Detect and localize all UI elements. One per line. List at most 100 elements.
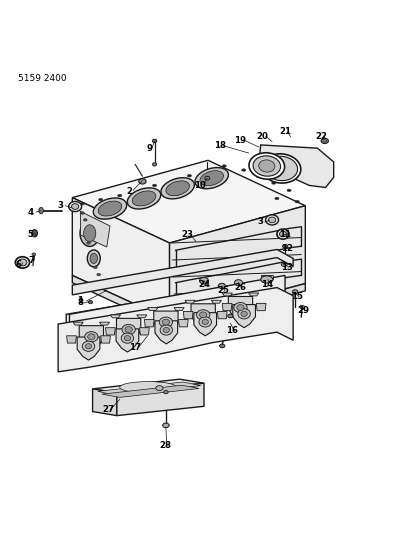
Ellipse shape	[277, 229, 289, 239]
Text: 11: 11	[279, 230, 291, 239]
Text: 1: 1	[78, 296, 83, 305]
Polygon shape	[93, 379, 204, 393]
Ellipse shape	[253, 156, 281, 176]
Ellipse shape	[122, 325, 135, 335]
Text: 5: 5	[28, 230, 33, 239]
Ellipse shape	[295, 200, 299, 203]
Text: 26: 26	[235, 283, 246, 292]
Text: 9: 9	[146, 144, 152, 154]
Text: 16: 16	[226, 326, 238, 335]
Ellipse shape	[249, 153, 285, 179]
Ellipse shape	[16, 257, 29, 268]
Ellipse shape	[234, 280, 242, 286]
Ellipse shape	[164, 391, 168, 394]
Ellipse shape	[152, 139, 157, 142]
Text: 14: 14	[261, 280, 273, 289]
Text: 8: 8	[78, 298, 83, 308]
Text: 19: 19	[235, 135, 246, 144]
Polygon shape	[154, 311, 178, 334]
Polygon shape	[217, 311, 227, 319]
Polygon shape	[102, 385, 199, 398]
Ellipse shape	[272, 182, 276, 184]
Ellipse shape	[293, 290, 298, 294]
Ellipse shape	[205, 176, 210, 180]
Polygon shape	[155, 321, 177, 344]
Text: 25: 25	[217, 286, 229, 295]
Text: 3: 3	[258, 217, 264, 227]
Text: 23: 23	[182, 230, 194, 239]
Ellipse shape	[32, 230, 38, 237]
Ellipse shape	[84, 219, 87, 221]
Ellipse shape	[132, 191, 156, 206]
Ellipse shape	[237, 305, 244, 311]
Ellipse shape	[202, 319, 208, 325]
Polygon shape	[257, 145, 334, 188]
Polygon shape	[211, 300, 222, 303]
Ellipse shape	[220, 344, 225, 348]
Polygon shape	[72, 160, 305, 243]
Polygon shape	[233, 304, 255, 328]
Ellipse shape	[121, 333, 134, 343]
Ellipse shape	[93, 198, 127, 219]
Ellipse shape	[283, 245, 288, 248]
Polygon shape	[191, 304, 215, 327]
Ellipse shape	[162, 319, 170, 325]
Polygon shape	[77, 337, 100, 360]
Ellipse shape	[163, 327, 169, 333]
Ellipse shape	[18, 259, 27, 266]
Ellipse shape	[242, 169, 246, 171]
Ellipse shape	[159, 317, 173, 327]
Polygon shape	[185, 300, 195, 303]
Ellipse shape	[299, 305, 304, 309]
Text: 5159 2400: 5159 2400	[18, 74, 66, 83]
Polygon shape	[117, 383, 204, 416]
Polygon shape	[137, 315, 147, 318]
Ellipse shape	[241, 311, 247, 317]
Polygon shape	[72, 198, 170, 320]
Ellipse shape	[261, 154, 301, 183]
Polygon shape	[116, 329, 139, 352]
Ellipse shape	[97, 273, 100, 276]
Polygon shape	[183, 311, 193, 319]
Text: 10: 10	[194, 181, 206, 190]
Ellipse shape	[32, 253, 35, 256]
Ellipse shape	[85, 344, 92, 349]
Ellipse shape	[275, 197, 279, 200]
Ellipse shape	[187, 174, 191, 177]
Text: 6: 6	[16, 260, 21, 269]
Ellipse shape	[39, 207, 43, 214]
Ellipse shape	[139, 179, 146, 184]
Ellipse shape	[238, 309, 251, 319]
Ellipse shape	[93, 266, 97, 269]
Ellipse shape	[222, 165, 226, 167]
Polygon shape	[111, 315, 120, 318]
Ellipse shape	[84, 225, 96, 242]
Text: 29: 29	[297, 306, 309, 315]
Text: 18: 18	[214, 141, 226, 150]
Ellipse shape	[89, 301, 93, 304]
Ellipse shape	[218, 284, 226, 288]
Ellipse shape	[120, 382, 176, 393]
Ellipse shape	[161, 177, 194, 199]
Polygon shape	[106, 328, 115, 335]
Polygon shape	[101, 336, 111, 343]
Ellipse shape	[160, 325, 173, 335]
Ellipse shape	[100, 280, 104, 282]
Ellipse shape	[264, 156, 297, 181]
Polygon shape	[140, 328, 149, 335]
Ellipse shape	[266, 215, 279, 225]
Polygon shape	[72, 249, 293, 295]
Text: 15: 15	[291, 293, 303, 301]
Text: 4: 4	[27, 208, 33, 217]
Ellipse shape	[234, 302, 247, 313]
Polygon shape	[80, 212, 110, 247]
Ellipse shape	[257, 175, 261, 178]
Text: 7: 7	[29, 256, 35, 265]
Text: 12: 12	[281, 244, 293, 253]
Polygon shape	[66, 279, 277, 328]
Text: 21: 21	[279, 127, 291, 136]
Ellipse shape	[80, 220, 100, 246]
Ellipse shape	[153, 184, 157, 187]
Ellipse shape	[118, 195, 122, 197]
Ellipse shape	[80, 203, 84, 205]
